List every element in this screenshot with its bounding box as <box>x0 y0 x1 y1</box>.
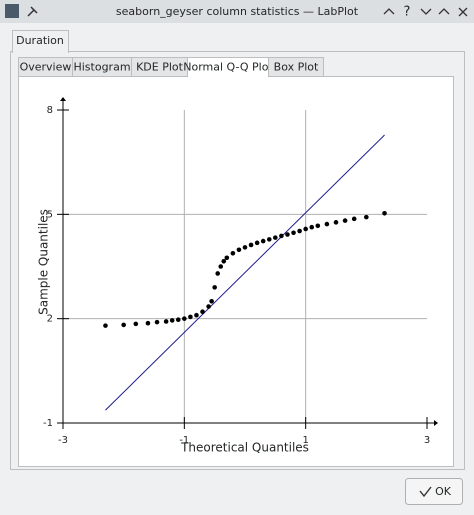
x-axis-arrow <box>434 420 438 426</box>
point <box>382 210 387 216</box>
title-bar <box>0 0 474 23</box>
y-axis-label: Sample Quantiles <box>37 209 51 315</box>
point <box>224 255 230 261</box>
point <box>230 250 236 256</box>
point <box>212 285 217 290</box>
point <box>175 317 181 323</box>
point <box>260 238 266 244</box>
point <box>324 221 330 227</box>
y-axis-arrow <box>60 97 66 101</box>
app-icon <box>5 4 19 18</box>
point <box>291 230 296 236</box>
point <box>209 298 214 304</box>
point <box>315 223 321 229</box>
y-tick-label: 2 <box>47 314 53 325</box>
point <box>309 224 315 230</box>
point <box>103 323 108 328</box>
point <box>285 232 290 237</box>
point <box>303 226 308 232</box>
point <box>273 235 278 240</box>
tab-label[interactable]: Normal Q-Q Plot <box>183 61 273 74</box>
shade-button[interactable] <box>383 8 395 15</box>
tab-join <box>188 76 268 78</box>
point <box>182 316 187 321</box>
point <box>248 242 254 248</box>
point <box>254 240 260 246</box>
help-button[interactable]: ? <box>404 5 411 20</box>
point <box>121 322 126 328</box>
window-title: seaborn_geyser column statistics — LabPl… <box>116 5 359 18</box>
point <box>333 220 339 225</box>
y-tick-label: 5 <box>47 209 53 220</box>
x-tick-label: 3 <box>424 435 430 446</box>
outer-tab-label[interactable]: Duration <box>16 34 64 47</box>
x-axis-label: Theoretical Quantiles <box>180 441 309 455</box>
point <box>163 319 169 324</box>
point <box>364 214 369 220</box>
point <box>133 321 139 327</box>
point <box>145 320 151 326</box>
tab-label[interactable]: KDE Plot <box>136 61 184 74</box>
x-tick-label: 1 <box>302 435 308 446</box>
tab[interactable] <box>268 57 324 77</box>
point <box>200 309 205 315</box>
point <box>351 216 357 222</box>
tab-label[interactable]: Overview <box>20 61 72 74</box>
point <box>242 245 248 250</box>
point <box>215 271 220 276</box>
plot-panel <box>18 76 454 467</box>
point <box>154 319 160 325</box>
reference-line <box>105 134 385 411</box>
ok-icon <box>419 486 432 498</box>
point <box>218 264 224 269</box>
x-tick-label: -3 <box>58 435 68 446</box>
ok-button[interactable] <box>405 478 463 505</box>
ok-label[interactable]: OK <box>435 485 452 498</box>
y-tick-label: -1 <box>43 418 53 429</box>
pin-icon[interactable] <box>27 6 38 17</box>
point <box>236 247 242 253</box>
point <box>169 318 175 323</box>
minimize-button[interactable] <box>420 8 432 15</box>
point <box>206 304 211 309</box>
point <box>279 233 284 239</box>
point <box>297 228 302 234</box>
y-tick-label: 8 <box>47 105 53 116</box>
tab-join <box>13 51 68 53</box>
point <box>266 237 272 242</box>
maximize-button[interactable] <box>438 8 450 15</box>
close-button[interactable] <box>458 7 468 17</box>
point <box>221 258 227 264</box>
tab-label[interactable]: Box Plot <box>274 61 319 74</box>
x-tick-label: -1 <box>179 435 189 446</box>
point <box>194 312 199 318</box>
tab-label[interactable]: Histogram <box>73 61 130 74</box>
point <box>188 314 193 320</box>
point <box>342 218 348 223</box>
